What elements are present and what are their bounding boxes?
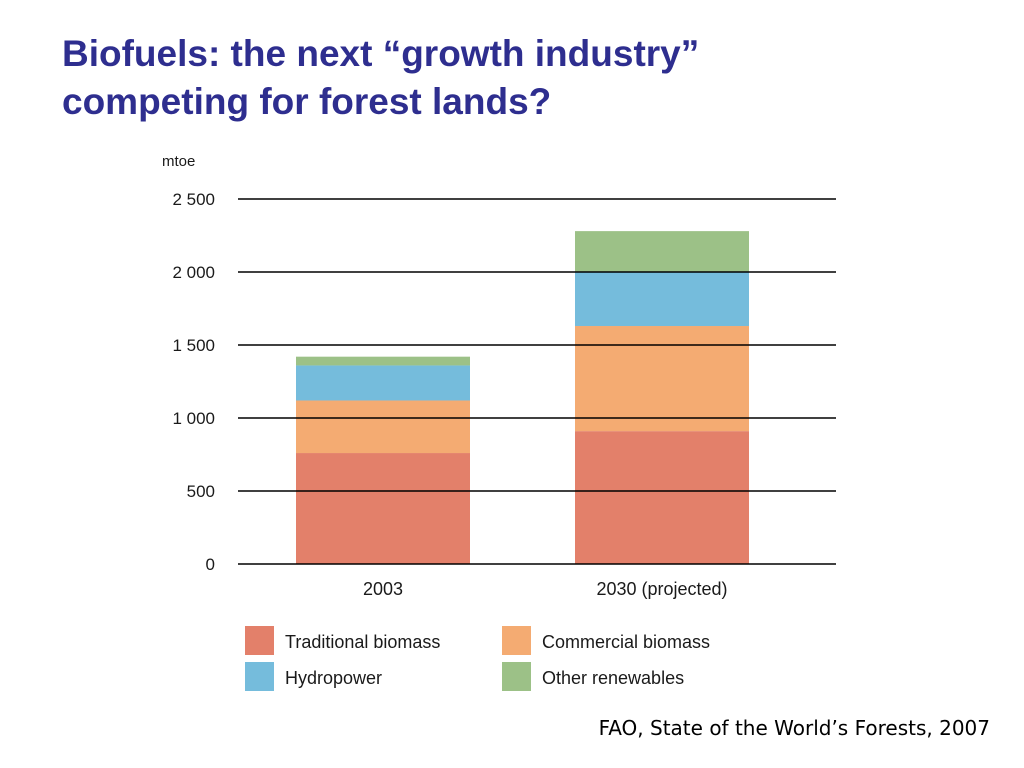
y-tick-label: 2 500	[172, 190, 215, 209]
y-tick-label: 500	[187, 482, 215, 501]
y-tick-label: 2 000	[172, 263, 215, 282]
bar-segment-other-renewables-1	[296, 356, 470, 366]
source-credit: FAO, State of the World’s Forests, 2007	[598, 716, 990, 740]
legend-swatch	[245, 662, 274, 691]
y-tick-label: 1 500	[172, 336, 215, 355]
x-tick-label: 2003	[363, 579, 403, 599]
legend-label: Other renewables	[542, 668, 684, 688]
y-axis-unit-label: mtoe	[162, 153, 195, 170]
legend-label: Hydropower	[285, 668, 382, 688]
slide-title-line-2: competing for forest lands?	[62, 81, 552, 122]
bar-segment-hydropower-2	[575, 272, 749, 327]
bar-segment-hydropower-1	[296, 365, 470, 401]
y-tick-label: 1 000	[172, 409, 215, 428]
legend-label: Commercial biomass	[542, 632, 710, 652]
bar-segment-other-renewables-2	[575, 231, 749, 272]
legend-label: Traditional biomass	[285, 632, 440, 652]
legend-swatch	[502, 626, 531, 655]
legend-swatch	[502, 662, 531, 691]
bar-segment-traditional-biomass-2	[575, 431, 749, 564]
x-tick-label: 2030 (projected)	[596, 579, 727, 599]
bar-segment-commercial-biomass-2	[575, 326, 749, 432]
slide-title: Biofuels: the next “growth industry” com…	[62, 30, 962, 126]
slide-title-line-1: Biofuels: the next “growth industry”	[62, 33, 700, 74]
legend-swatch	[245, 626, 274, 655]
bar-segment-commercial-biomass-1	[296, 400, 470, 454]
bar-segment-traditional-biomass-1	[296, 453, 470, 564]
y-tick-label: 0	[206, 555, 215, 574]
